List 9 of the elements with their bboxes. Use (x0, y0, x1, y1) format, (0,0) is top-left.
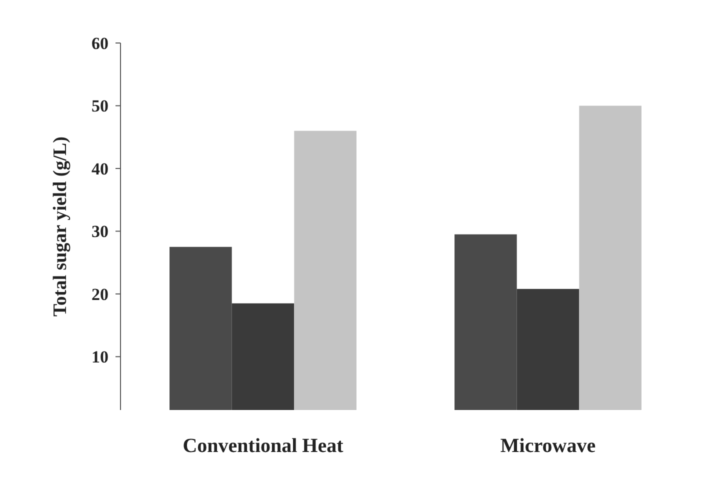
y-tick-label: 50 (92, 96, 108, 116)
y-tick-label: 30 (92, 222, 108, 242)
x-tick-label: Microwave (500, 435, 596, 457)
x-tick-label: Conventional Heat (182, 435, 344, 457)
y-tick-label: 60 (92, 34, 108, 53)
y-tick-label: 40 (92, 159, 108, 178)
y-axis-title: Total sugar yield (g/L) (50, 136, 71, 316)
y-tick-label: 10 (92, 348, 108, 367)
y-tick-label: 20 (92, 284, 108, 304)
